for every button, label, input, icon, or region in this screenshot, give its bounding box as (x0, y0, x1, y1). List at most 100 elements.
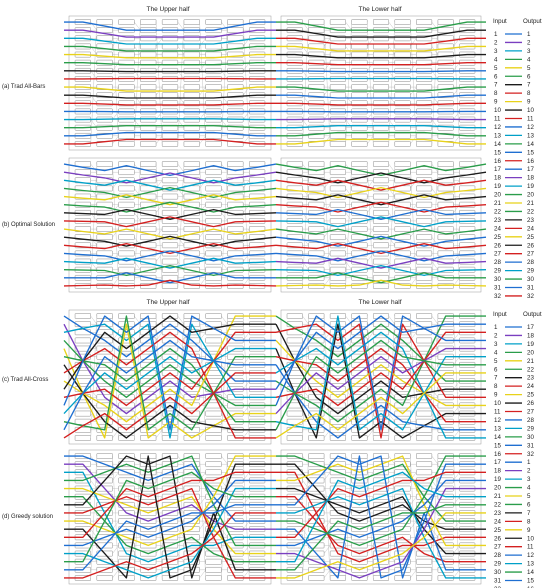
legend-row: 4 20 (494, 349, 534, 356)
interconnect-line (90, 163, 97, 173)
routing-path (64, 455, 276, 579)
routing-path (63, 315, 276, 382)
switch-box (96, 234, 113, 241)
legend-input-number: 1 (494, 324, 498, 331)
routing-path (276, 455, 486, 579)
routing-path (64, 29, 276, 38)
legend-input-number: 20 (494, 485, 501, 492)
routing-path (64, 125, 276, 129)
switch-box (329, 266, 346, 273)
routing-path (64, 512, 276, 579)
legend-input-number: 9 (494, 392, 498, 399)
legend-input-header: Input (493, 311, 507, 318)
legend-output-number: 5 (527, 493, 531, 500)
switch-box (161, 161, 179, 167)
routing-path (276, 496, 486, 563)
interconnect-line (90, 188, 97, 197)
switch-box (183, 161, 200, 167)
routing-path (276, 21, 486, 31)
routing-path (275, 323, 486, 415)
interconnect-line (453, 277, 460, 287)
interconnect-line (243, 62, 250, 71)
routing-path (64, 479, 276, 547)
interconnect-line (199, 62, 206, 71)
legend-input-number: 8 (494, 90, 498, 97)
legend-row: 12 12 (494, 124, 534, 131)
legend-row: 27 27 (494, 251, 534, 258)
switch-box (437, 185, 454, 192)
routing-path (64, 455, 276, 522)
routing-path (276, 471, 486, 563)
switch-box (118, 218, 135, 224)
routing-path (275, 279, 487, 287)
interconnect-line (155, 405, 163, 414)
switch-box (140, 116, 157, 123)
routing-path (276, 471, 486, 563)
routing-path (275, 171, 487, 184)
network-grid-d-upper (64, 449, 276, 585)
switch-box (394, 84, 411, 90)
legend-input-number: 17 (494, 166, 501, 173)
legend-input-header: Input (493, 18, 507, 25)
routing-path (275, 163, 487, 177)
routing-path (275, 186, 487, 199)
switch-box (372, 193, 390, 200)
routing-path (63, 264, 277, 277)
legend-output-number: 13 (527, 132, 534, 139)
legend-output-number: 8 (527, 518, 531, 525)
legend-input-number: 22 (494, 501, 501, 508)
switch-box (416, 132, 433, 139)
routing-path (275, 228, 487, 240)
switch-box (372, 141, 390, 147)
switch-box (118, 132, 135, 139)
interconnect-line (177, 22, 185, 144)
routing-path (276, 471, 486, 538)
interconnect-line (410, 316, 417, 438)
legend-output-number: 24 (527, 225, 534, 232)
legend-input-number: 20 (494, 192, 501, 199)
legend-output-number: 27 (527, 251, 534, 258)
interconnect-line (431, 529, 439, 538)
interconnect-line (323, 520, 331, 530)
network-grid-a-lower (276, 15, 486, 151)
interconnect-line (221, 70, 228, 80)
switch-box (140, 132, 157, 139)
legend-row: 20 4 (494, 485, 531, 492)
interconnect-line (221, 315, 228, 325)
switch-box (74, 435, 91, 441)
interconnect-line (431, 46, 439, 55)
interconnect-line (243, 569, 250, 579)
legend-row: 32 32 (494, 293, 534, 300)
legend-row: 22 22 (494, 208, 534, 215)
routing-path (64, 86, 276, 92)
legend-output-number: 19 (527, 341, 534, 348)
interconnect-line (243, 405, 250, 414)
switch-box (329, 51, 346, 58)
routing-path (276, 455, 486, 579)
switch-box (329, 169, 346, 176)
legend-row: 3 19 (494, 341, 534, 348)
interconnect-line (367, 38, 374, 47)
legend-input-number: 22 (494, 208, 501, 215)
interconnect-line (367, 62, 374, 71)
switch-box (351, 132, 368, 139)
legend-input-number: 32 (494, 293, 501, 300)
routing-path (63, 315, 276, 431)
switch-box (308, 453, 325, 459)
legend-output-number: 5 (527, 65, 531, 72)
interconnect-line (410, 228, 417, 238)
interconnect-line (345, 316, 352, 438)
interconnect-line (453, 164, 460, 286)
legend-input-number: 32 (494, 586, 501, 588)
routing-path (63, 250, 277, 262)
routing-path (275, 339, 486, 407)
switch-box (96, 185, 113, 192)
switch-box (351, 141, 368, 147)
interconnect-line (221, 46, 228, 55)
switch-box (372, 19, 390, 25)
grid-frame (68, 157, 272, 293)
grid-frame (68, 449, 272, 585)
interconnect-line (410, 164, 417, 286)
routing-path (276, 479, 486, 547)
interconnect-line (453, 405, 460, 414)
